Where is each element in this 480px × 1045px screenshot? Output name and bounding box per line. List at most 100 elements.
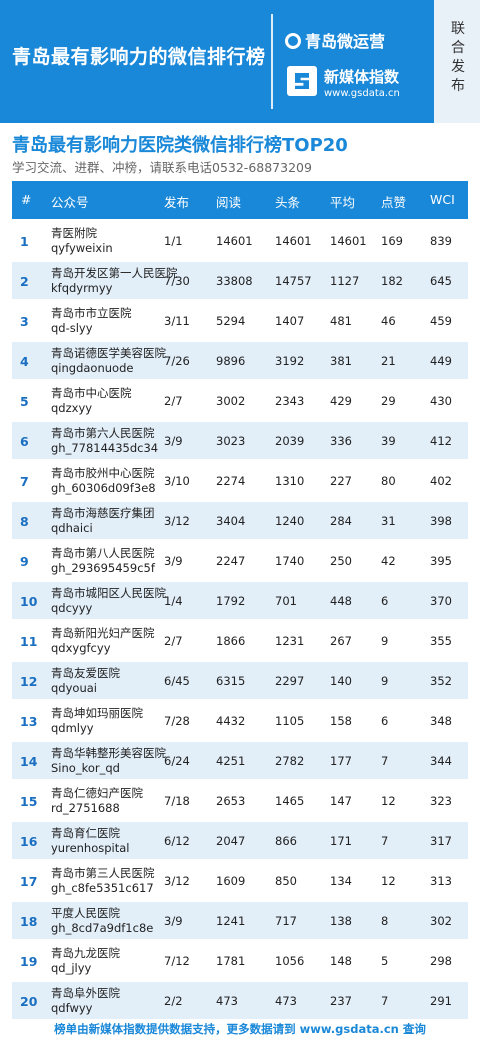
row-rank: 4 [20,354,29,369]
row-rank: 9 [20,554,29,569]
table-row: 8 青岛市海慈医疗集团 qdhaici 3/12 3404 1240 284 31 398 [12,502,468,539]
row-account-id: qd-slyy [51,321,93,335]
row-wci: 398 [430,514,452,528]
table-row: 18 平度人民医院 gh_8cd7a9df1c8e 3/9 1241 717 138 8 302 [12,902,468,939]
row-rank: 13 [20,714,38,729]
row-reads: 6315 [216,674,246,688]
row-avg: 250 [330,554,352,568]
row-avg: 138 [330,914,352,928]
row-publish: 6/24 [164,754,190,768]
row-headline: 717 [275,914,297,928]
row-headline: 473 [275,994,297,1008]
table-row: 10 青岛市城阳区人民医院 qdcyyy 1/4 1792 701 448 6 370 [12,582,468,619]
row-rank: 1 [20,234,29,249]
row-wci: 348 [430,714,452,728]
row-rank: 8 [20,514,29,529]
row-reads: 1866 [216,634,246,648]
row-publish: 3/9 [164,554,183,568]
row-account-id: qingdaonuode [51,361,134,375]
row-account-id: gh_60306d09f3e8 [51,481,156,495]
row-avg: 284 [330,514,352,528]
row-wci: 370 [430,594,452,608]
row-name: 青岛九龙医院 [51,946,120,960]
row-account-id: qyfyweixin [51,241,113,255]
table-row: 2 青岛开发区第一人民医院 kfqdyrmyy 7/30 33808 14757 1127 1… [12,262,468,299]
row-publish: 2/7 [164,394,183,408]
row-headline: 850 [275,874,297,888]
row-likes: 182 [381,274,403,288]
row-account-id: qdmlyy [51,721,94,735]
ranking-table: 1 青医附院 qyfyweixin 1/1 14601 14601 14601 169 839 2… [12,219,468,1019]
row-publish: 7/18 [164,794,190,808]
row-account-id: qd_jlyy [51,961,92,975]
row-reads: 3404 [216,514,246,528]
row-wci: 402 [430,474,452,488]
row-rank: 7 [20,474,29,489]
row-publish: 7/26 [164,354,190,368]
col-wci: WCI [430,192,455,207]
row-name: 青岛育仁医院 [51,826,120,840]
row-likes: 9 [381,634,389,648]
row-wci: 302 [430,914,452,928]
table-row: 9 青岛市第八人民医院 gh_293695459c5f 3/9 2247 1740 250 4… [12,542,468,579]
row-avg: 481 [330,314,352,328]
row-headline: 1056 [275,954,305,968]
row-likes: 7 [381,994,389,1008]
row-rank: 17 [20,874,38,889]
row-publish: 7/30 [164,274,190,288]
row-headline: 14601 [275,234,312,248]
ranking-title: 青岛最有影响力医院类微信排行榜TOP20 [12,135,348,156]
contact-line: 学习交流、进群、冲榜，请联系电话0532-68873209 [12,160,312,175]
row-avg: 158 [330,714,352,728]
row-avg: 148 [330,954,352,968]
table-row: 15 青岛仁德妇产医院 rd_2751688 7/18 2653 1465 147 12 323 [12,782,468,819]
row-rank: 2 [20,274,29,289]
row-avg: 429 [330,394,352,408]
row-name: 青岛诺德医学美容医院 [51,346,166,360]
row-rank: 15 [20,794,38,809]
row-publish: 3/12 [164,874,190,888]
row-name: 青岛开发区第一人民医院 [51,266,178,280]
table-row: 14 青岛华韩整形美容医院 Sino_kor_qd 6/24 4251 2782 177 7 3… [12,742,468,779]
row-wci: 430 [430,394,452,408]
row-wci: 395 [430,554,452,568]
row-avg: 336 [330,434,352,448]
row-account-id: qdcyyy [51,601,93,615]
row-likes: 21 [381,354,396,368]
row-likes: 12 [381,874,396,888]
brand-logo-icon [285,33,301,49]
row-name: 青岛市海慈医疗集团 [51,506,155,520]
row-publish: 7/12 [164,954,190,968]
row-reads: 33808 [216,274,253,288]
row-avg: 1127 [330,274,360,288]
row-publish: 3/12 [164,514,190,528]
table-row: 11 青岛新阳光妇产医院 qdxygfcyy 2/7 1866 1231 267 9 355 [12,622,468,659]
row-avg: 448 [330,594,352,608]
row-account-id: qdfwyy [51,1001,93,1015]
table-row: 4 青岛诺德医学美容医院 qingdaonuode 7/26 9896 3192 381 21… [12,342,468,379]
row-headline: 1407 [275,314,305,328]
row-wci: 355 [430,634,452,648]
row-reads: 3023 [216,434,246,448]
row-likes: 7 [381,834,389,848]
row-publish: 3/11 [164,314,190,328]
header-divider [271,14,273,109]
row-account-id: rd_2751688 [51,801,120,815]
row-wci: 412 [430,434,452,448]
table-row: 5 青岛市中心医院 qdzxyy 2/7 3002 2343 429 29 430 [12,382,468,419]
row-name: 青岛新阳光妇产医院 [51,626,155,640]
row-wci: 459 [430,314,452,328]
row-avg: 227 [330,474,352,488]
row-publish: 2/2 [164,994,183,1008]
row-publish: 6/45 [164,674,190,688]
side-label: 联合发布 [451,21,465,94]
row-likes: 8 [381,914,389,928]
row-avg: 147 [330,794,352,808]
row-reads: 4251 [216,754,246,768]
row-headline: 701 [275,594,297,608]
row-account-id: yurenhospital [51,841,130,855]
row-reads: 1792 [216,594,246,608]
row-likes: 46 [381,314,396,328]
row-headline: 3192 [275,354,305,368]
row-likes: 5 [381,954,389,968]
